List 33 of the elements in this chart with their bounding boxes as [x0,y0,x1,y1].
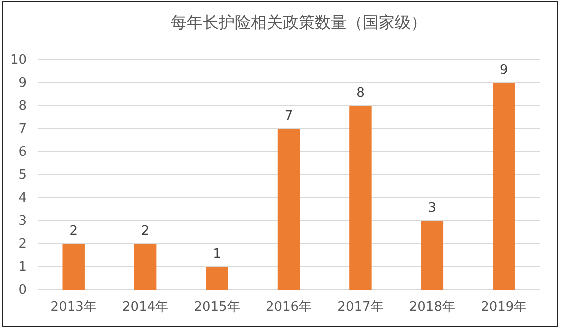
bar [206,267,228,290]
x-tick-label: 2015年 [194,300,240,316]
bar [278,129,300,290]
bar [134,244,157,290]
x-tick-label: 2013年 [50,300,97,316]
bar [350,106,372,290]
y-tick-label: 7 [18,122,27,138]
y-tick-label: 0 [18,283,27,298]
data-label: 7 [284,109,294,124]
y-tick-label: 10 [10,53,27,68]
x-tick-label: 2016年 [266,300,312,316]
chart-title: 每年长护险相关政策数量（国家级） [171,13,427,32]
y-tick-label: 6 [18,145,27,160]
y-tick-label: 3 [18,214,27,230]
y-tick-label: 9 [18,76,27,92]
y-tick-label: 2 [18,237,27,252]
data-label: 2 [70,224,78,239]
y-tick-label: 8 [18,99,27,114]
bar [493,83,516,290]
y-tick-label: 1 [18,260,27,276]
data-label: 8 [356,86,365,101]
bar [421,221,444,290]
y-tick-label: 5 [18,168,27,184]
data-label: 3 [428,201,437,216]
data-label: 9 [500,63,508,78]
bar [62,244,85,290]
y-tick-label: 4 [18,191,27,206]
x-tick-label: 2018年 [409,300,456,316]
x-tick-label: 2019年 [481,300,528,316]
x-tick-label: 2014年 [122,300,169,316]
data-label: 2 [141,224,150,239]
data-label: 1 [213,247,222,262]
x-tick-label: 2017年 [338,300,384,316]
